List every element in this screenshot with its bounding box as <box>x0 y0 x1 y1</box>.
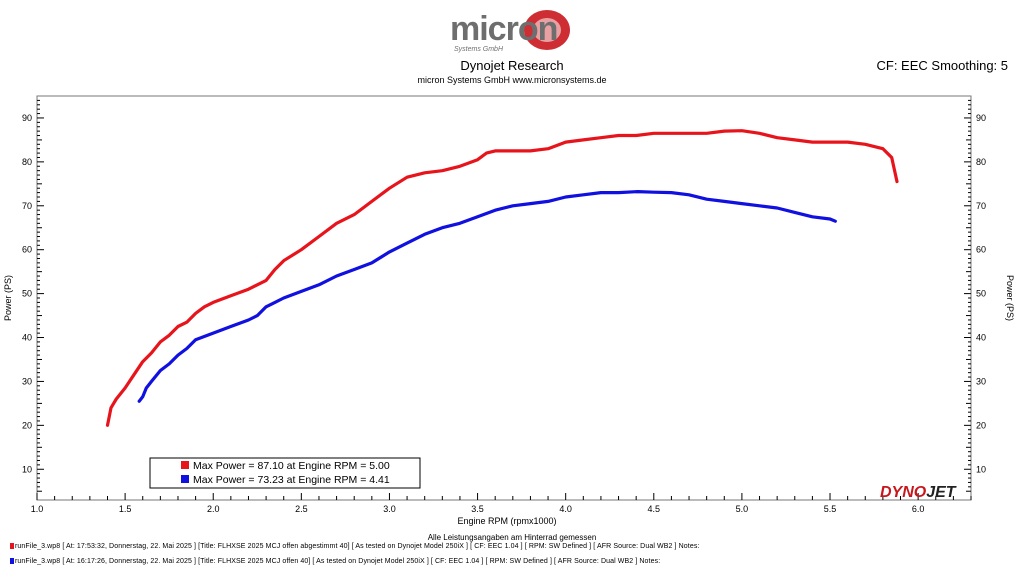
series-lines <box>105 129 899 427</box>
y-tick-label: 50 <box>22 289 32 299</box>
y-axis-label-right: Power (PS) <box>1005 275 1015 321</box>
legend-swatch-red <box>181 461 189 469</box>
dynojet-logo-dyno: DYNO <box>880 484 927 501</box>
x-axis: 1.0 1.5 2.0 2.5 3.0 3.5 4.0 4.5 5.0 5.5 6.0 <box>31 493 972 514</box>
y-tick-label-right: 50 <box>976 289 986 299</box>
y-tick-label-right: 30 <box>976 376 986 386</box>
run-info-1-text: runFile_3.wp8 [ At: 17:53:32, Donnerstag… <box>15 543 700 550</box>
y-tick-label-right: 90 <box>976 113 986 123</box>
x-tick-label: 5.5 <box>824 504 837 514</box>
x-tick-label: 5.0 <box>736 504 749 514</box>
legend-entry-2: Max Power = 73.23 at Engine RPM = 4.41 <box>193 474 390 486</box>
logo-word: micron <box>450 10 557 48</box>
y-tick-label: 20 <box>22 420 32 430</box>
run-flag-red <box>10 543 14 549</box>
y-tick-label-right: 40 <box>976 333 986 343</box>
y-axis-left: 10 20 30 40 50 60 70 80 90 <box>22 99 44 492</box>
y-tick-label-right: 10 <box>976 464 986 474</box>
x-tick-label: 1.0 <box>31 504 44 514</box>
run-info-2-text: runFile_3.wp8 [ At: 16:17:26, Donnerstag… <box>15 558 661 565</box>
series-line-blue <box>137 190 837 403</box>
y-tick-label-right: 20 <box>976 420 986 430</box>
y-tick-label-right: 80 <box>976 157 986 167</box>
legend-box <box>149 457 421 489</box>
x-tick-label: 6.0 <box>912 504 925 514</box>
y-tick-label: 70 <box>22 201 32 211</box>
run-flag-blue <box>10 558 14 564</box>
dynojet-logo: DYNOJET <box>880 484 957 501</box>
legend-swatch-blue <box>181 475 189 483</box>
micron-logo: micron Systems GmbH <box>446 6 580 56</box>
x-tick-label: 2.0 <box>207 504 220 514</box>
x-tick-label: 4.0 <box>559 504 572 514</box>
header-title: Dynojet Research <box>460 58 564 73</box>
header-subtitle: micron Systems GmbH www.micronsystems.de <box>417 75 607 85</box>
x-tick-label: 1.5 <box>119 504 132 514</box>
legend: Max Power = 87.10 at Engine RPM = 5.00 M… <box>149 457 421 489</box>
y-axis-right: 10 20 30 40 50 60 70 80 90 <box>964 99 986 492</box>
y-tick-label: 60 <box>22 245 32 255</box>
y-tick-label: 80 <box>22 157 32 167</box>
run-info-2: runFile_3.wp8 [ At: 16:17:26, Donnerstag… <box>10 558 660 565</box>
legend-entry-1: Max Power = 87.10 at Engine RPM = 5.00 <box>193 460 390 472</box>
x-tick-label: 3.5 <box>471 504 484 514</box>
y-tick-label-right: 70 <box>976 201 986 211</box>
x-axis-label: Engine RPM (rpmx1000) <box>457 516 556 526</box>
y-tick-label: 30 <box>22 376 32 386</box>
y-axis-label: Power (PS) <box>3 275 13 321</box>
y-tick-label: 90 <box>22 113 32 123</box>
measurement-note: Alle Leistungsangaben am Hinterrad gemes… <box>427 533 597 542</box>
x-tick-label: 3.0 <box>383 504 396 514</box>
y-tick-label: 10 <box>22 464 32 474</box>
y-tick-label: 40 <box>22 333 32 343</box>
correction-factor-label: CF: EEC Smoothing: 5 <box>876 58 1009 73</box>
plot-area <box>36 95 972 501</box>
dynojet-logo-jet: JET <box>926 484 957 501</box>
run-info-1: runFile_3.wp8 [ At: 17:53:32, Donnerstag… <box>10 543 699 550</box>
y-tick-label-right: 60 <box>976 245 986 255</box>
logo-tagline: Systems GmbH <box>454 46 504 53</box>
series-line-red <box>105 129 899 427</box>
x-tick-label: 4.5 <box>648 504 661 514</box>
x-tick-label: 2.5 <box>295 504 308 514</box>
